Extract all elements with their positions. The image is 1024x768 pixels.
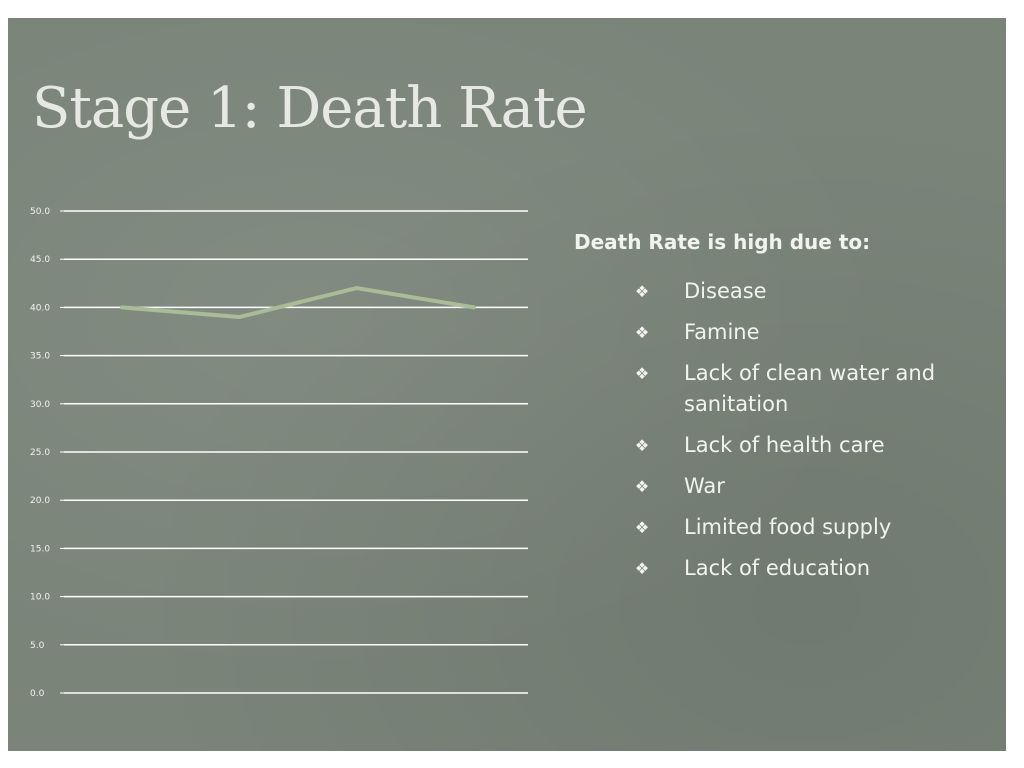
data-point [472, 305, 476, 310]
cause-label: Limited food supply [684, 515, 892, 539]
diamond-bullet-icon: ❖ [634, 282, 650, 301]
diamond-bullet-icon: ❖ [634, 436, 650, 455]
list-item: ❖ Famine [632, 317, 994, 348]
cause-label: Famine [684, 320, 760, 344]
y-tick-label: 40.0 [30, 303, 50, 313]
y-tick-label: 50.0 [30, 207, 50, 217]
diamond-bullet-icon: ❖ [634, 477, 650, 496]
list-item: ❖ Limited food supply [632, 512, 994, 543]
y-tick-label: 5.0 [30, 641, 45, 651]
y-tick-label: 35.0 [30, 352, 50, 362]
causes-panel: Death Rate is high due to: ❖ Disease ❖ Fam… [574, 230, 994, 594]
data-point [237, 315, 242, 320]
y-tick-label: 25.0 [30, 448, 50, 458]
y-tick-label: 15.0 [30, 544, 50, 554]
y-tick-label: 30.0 [30, 400, 50, 410]
list-item: ❖ Lack of health care [632, 430, 994, 461]
death-rate-line-chart: 0.0 5.0 10.0 15.0 20.0 25.0 30.0 35.0 40.0 45.0 50… [30, 207, 528, 699]
data-point [354, 286, 359, 291]
list-item: ❖ Lack of clean water and sanitation [632, 358, 994, 420]
series-line [121, 286, 475, 320]
list-item: ❖ War [632, 471, 994, 502]
causes-list: ❖ Disease ❖ Famine ❖ Lack of clean water an… [574, 276, 994, 584]
y-tick-label: 10.0 [30, 593, 50, 603]
cause-label: Disease [684, 279, 767, 303]
diamond-bullet-icon: ❖ [634, 559, 650, 578]
list-item: ❖ Disease [632, 276, 994, 307]
cause-label: War [684, 474, 725, 498]
diamond-bullet-icon: ❖ [634, 364, 650, 383]
diamond-bullet-icon: ❖ [634, 518, 650, 537]
y-tick-label: 0.0 [30, 689, 45, 699]
list-item: ❖ Lack of education [632, 553, 994, 584]
y-tick-label: 45.0 [30, 255, 50, 265]
causes-heading: Death Rate is high due to: [574, 230, 871, 254]
y-tick-label: 20.0 [30, 496, 50, 506]
slide-title: Stage 1: Death Rate [32, 76, 588, 141]
cause-label: Lack of clean water and sanitation [684, 361, 936, 416]
cause-label: Lack of health care [684, 433, 885, 457]
cause-label: Lack of education [684, 556, 871, 580]
slide: Stage 1: Death Rate 0.0 5.0 10.0 15.0 20.0 25… [8, 18, 1006, 751]
diamond-bullet-icon: ❖ [634, 323, 650, 342]
data-point [120, 305, 124, 310]
